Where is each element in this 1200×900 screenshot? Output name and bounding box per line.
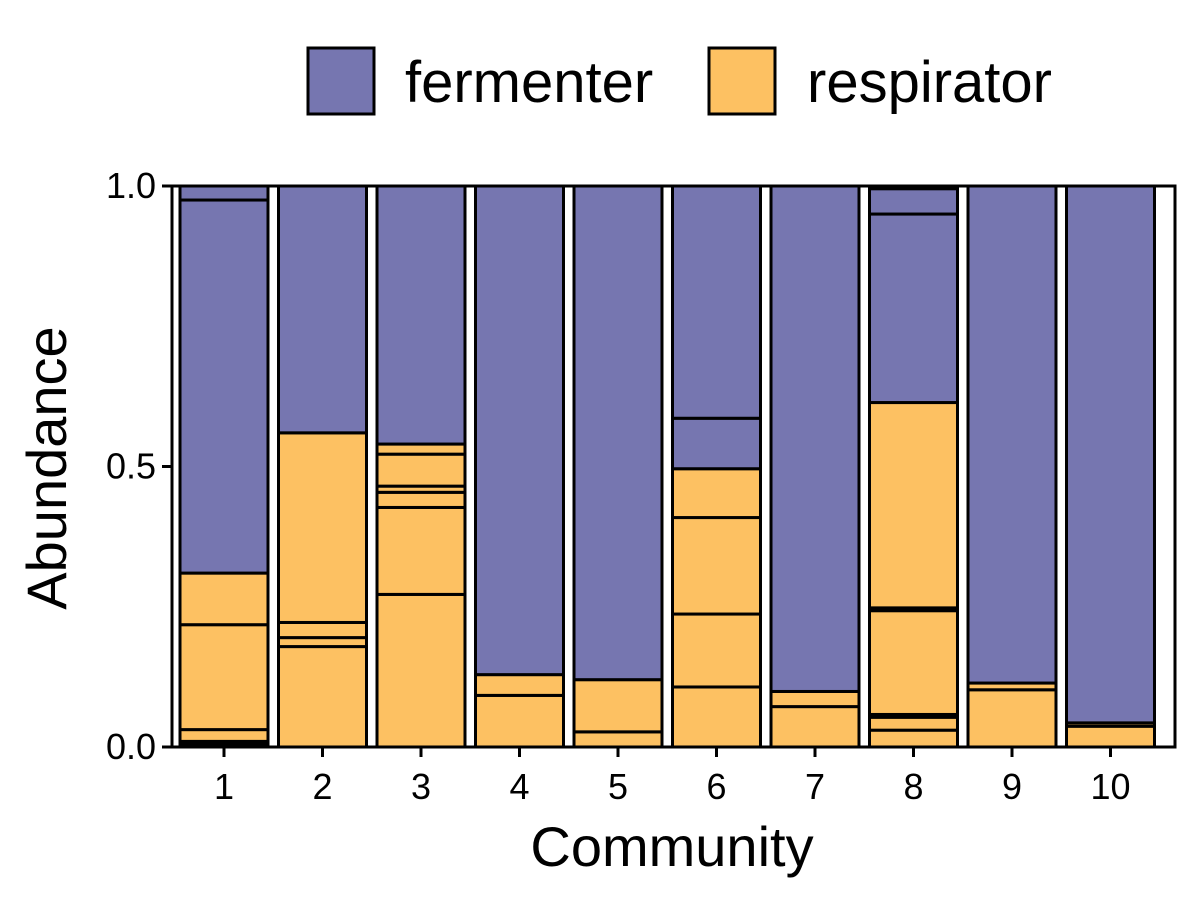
bar-community-3 xyxy=(375,184,467,749)
bar-segment-fermenter xyxy=(474,184,565,677)
bar-segment-fermenter xyxy=(572,184,664,682)
bar-segment-respirator xyxy=(277,620,368,640)
y-tick-label: 0.0 xyxy=(106,726,156,767)
bar-segment-fermenter xyxy=(178,198,270,575)
bar-segment-respirator xyxy=(868,715,959,732)
x-tick-label: 7 xyxy=(805,766,825,807)
bar-community-4 xyxy=(474,184,565,749)
bars-group xyxy=(178,184,1156,749)
bar-segment-respirator xyxy=(868,609,959,716)
bar-segment-respirator xyxy=(769,705,861,749)
bar-segment-respirator xyxy=(671,612,762,689)
bar-segment-respirator xyxy=(966,688,1058,749)
bar-segment-respirator xyxy=(375,442,467,456)
x-tick-label: 6 xyxy=(706,766,726,807)
x-axis-title: Community xyxy=(530,815,813,878)
bar-segment-respirator xyxy=(178,728,270,743)
bar-community-7 xyxy=(769,184,861,749)
legend-label-respirator: respirator xyxy=(807,50,1052,115)
bar-segment-fermenter xyxy=(671,416,762,471)
bar-community-1 xyxy=(178,184,270,749)
legend: fermenter respirator xyxy=(306,46,1052,116)
bar-segment-respirator xyxy=(769,689,861,709)
bar-segment-respirator xyxy=(868,728,959,749)
x-tick-label: 8 xyxy=(903,766,923,807)
bar-segment-respirator xyxy=(671,467,762,520)
bar-community-10 xyxy=(1065,184,1156,749)
x-tick-label: 3 xyxy=(411,766,431,807)
bar-community-9 xyxy=(966,184,1058,749)
bar-segment-respirator xyxy=(178,623,270,732)
bar-segment-respirator xyxy=(868,401,959,610)
bar-segment-fermenter xyxy=(178,184,270,202)
x-tick-label: 2 xyxy=(312,766,332,807)
x-tick-label: 4 xyxy=(509,766,529,807)
bar-segment-fermenter xyxy=(966,184,1058,685)
y-tick-label: 1.0 xyxy=(106,165,156,206)
y-axis-title: Abundance xyxy=(15,326,78,609)
bar-segment-respirator xyxy=(474,693,565,749)
x-tick-label: 1 xyxy=(214,766,234,807)
legend-item-respirator: respirator xyxy=(707,46,1052,116)
bar-segment-respirator xyxy=(375,505,467,596)
bar-segment-fermenter xyxy=(375,184,467,446)
bar-segment-respirator xyxy=(277,645,368,749)
x-tick-label: 10 xyxy=(1090,766,1130,807)
bar-community-8 xyxy=(868,187,959,749)
bar-segment-fermenter xyxy=(868,187,959,216)
bar-segment-respirator xyxy=(178,571,270,627)
bar-segment-fermenter xyxy=(671,184,762,420)
legend-key-fermenter xyxy=(306,46,376,116)
bar-segment-respirator xyxy=(277,431,368,624)
bar-segment-respirator xyxy=(375,490,467,509)
bar-segment-respirator xyxy=(572,730,664,749)
bar-segment-respirator xyxy=(474,673,565,697)
bar-community-5 xyxy=(572,184,664,749)
x-tick-label: 9 xyxy=(1002,766,1022,807)
bar-segment-fermenter xyxy=(769,184,861,693)
bar-segment-fermenter xyxy=(277,184,368,435)
bar-segment-respirator xyxy=(671,685,762,749)
axes-group: 0.0 0.5 1.0 1 2 3 4 5 6 7 8 9 10 xyxy=(106,165,1177,807)
bar-community-2 xyxy=(277,184,368,749)
legend-item-fermenter: fermenter xyxy=(306,46,653,116)
bar-segment-respirator xyxy=(1065,724,1156,749)
bar-segment-respirator xyxy=(375,452,467,488)
bar-segment-respirator xyxy=(375,592,467,749)
bar-segment-respirator xyxy=(671,516,762,616)
legend-key-respirator xyxy=(707,46,777,116)
x-tick-label: 5 xyxy=(608,766,628,807)
bar-segment-fermenter xyxy=(868,212,959,405)
bar-segment-fermenter xyxy=(1065,184,1156,725)
legend-label-fermenter: fermenter xyxy=(405,50,653,115)
bar-community-6 xyxy=(671,184,762,749)
bar-segment-respirator xyxy=(572,678,664,734)
y-tick-label: 0.5 xyxy=(106,446,156,487)
